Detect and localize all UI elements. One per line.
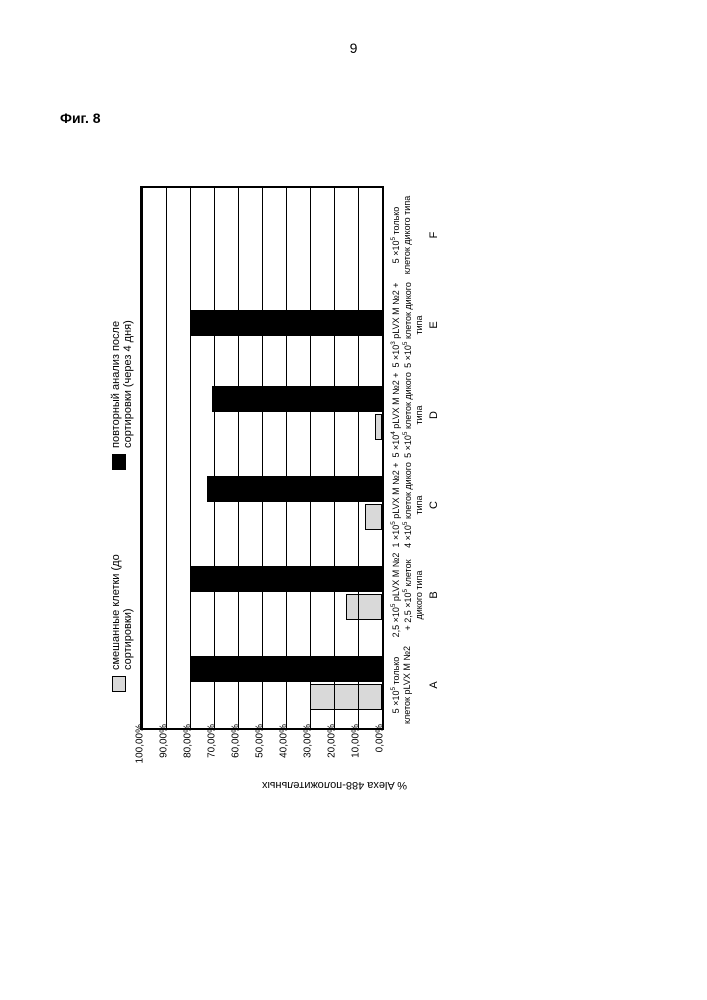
- gridline: [190, 188, 191, 728]
- y-tick-label: 60,00%: [231, 724, 242, 758]
- y-tick-label: 40,00%: [279, 724, 290, 758]
- gridline: [166, 188, 167, 728]
- x-axis-sublabels: ABCDEF: [428, 190, 440, 730]
- gridline: [310, 188, 311, 728]
- plot-area: [140, 186, 384, 730]
- x-tick-sublabel: E: [428, 280, 440, 370]
- y-tick-label: 80,00%: [183, 724, 194, 758]
- x-tick-label: 1 ×105 pLVX M №2 + 4 ×105 клеток дикого …: [390, 460, 424, 550]
- y-tick-label: 50,00%: [255, 724, 266, 758]
- legend: смешанные клетки (до сортировки) повторн…: [110, 180, 134, 780]
- y-axis-label: % Alexa 488-положительных: [262, 779, 407, 791]
- chart-container: смешанные клетки (до сортировки) повторн…: [110, 180, 440, 780]
- page-number: 9: [350, 40, 358, 56]
- x-tick-label: 5 ×105 только клеток дикого типа: [390, 190, 424, 280]
- x-axis-labels: 5 ×105 только клеток pLVX M №22,5 ×105 p…: [390, 190, 424, 730]
- legend-item-1: смешанные клетки (до сортировки): [110, 510, 134, 692]
- legend-item-2: повторный анализ после сортировки (через…: [110, 268, 134, 470]
- bar-series1: [375, 414, 382, 440]
- gridline: [262, 188, 263, 728]
- bar-series2: [207, 476, 382, 502]
- y-tick-label: 90,00%: [159, 724, 170, 758]
- x-tick-sublabel: A: [428, 640, 440, 730]
- legend-swatch-1: [112, 676, 126, 692]
- y-tick-label: 20,00%: [327, 724, 338, 758]
- figure-label: Фиг. 8: [60, 110, 101, 126]
- legend-label-1: смешанные клетки (до сортировки): [110, 510, 134, 670]
- bar-series1: [346, 594, 382, 620]
- gridline: [358, 188, 359, 728]
- gridline: [286, 188, 287, 728]
- y-tick-label: 0,00%: [375, 724, 386, 752]
- gridline: [214, 188, 215, 728]
- bar-series1: [365, 504, 382, 530]
- x-tick-sublabel: C: [428, 460, 440, 550]
- bar-series1: [310, 684, 382, 710]
- y-tick-label: 70,00%: [207, 724, 218, 758]
- y-tick-label: 10,00%: [351, 724, 362, 758]
- legend-label-2: повторный анализ после сортировки (через…: [110, 268, 134, 448]
- x-tick-sublabel: F: [428, 190, 440, 280]
- gridline: [142, 188, 143, 728]
- x-tick-label: 5 ×105 только клеток pLVX M №2: [390, 640, 424, 730]
- x-tick-sublabel: D: [428, 370, 440, 460]
- legend-swatch-2: [112, 454, 126, 470]
- gridline: [238, 188, 239, 728]
- y-tick-label: 30,00%: [303, 724, 314, 758]
- y-tick-label: 100,00%: [135, 724, 146, 763]
- x-tick-label: 5 ×103 pLVX M №2 + 5 ×105 клеток дикого …: [390, 280, 424, 370]
- x-tick-label: 2,5 ×105 pLVX M №2 + 2,5 ×105 клеток дик…: [390, 550, 424, 640]
- x-tick-sublabel: B: [428, 550, 440, 640]
- gridline: [334, 188, 335, 728]
- x-tick-label: 5 ×104 pLVX M №2 + 5 ×105 клеток дикого …: [390, 370, 424, 460]
